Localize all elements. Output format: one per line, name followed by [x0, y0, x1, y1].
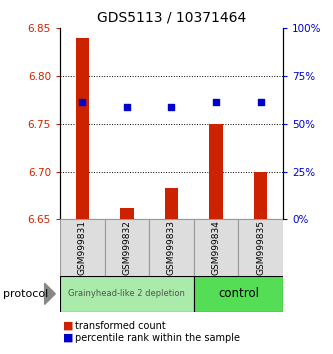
Point: [169, 104, 174, 109]
FancyBboxPatch shape: [238, 219, 283, 276]
FancyBboxPatch shape: [60, 219, 105, 276]
FancyBboxPatch shape: [60, 276, 194, 312]
Text: percentile rank within the sample: percentile rank within the sample: [75, 333, 240, 343]
Text: GSM999835: GSM999835: [256, 220, 265, 275]
Bar: [76, 38, 89, 219]
Bar: [209, 124, 223, 219]
Text: GSM999832: GSM999832: [122, 220, 132, 275]
Bar: [120, 208, 134, 219]
Point: [124, 104, 130, 109]
FancyBboxPatch shape: [149, 219, 194, 276]
Point: [80, 99, 85, 105]
Title: GDS5113 / 10371464: GDS5113 / 10371464: [97, 10, 246, 24]
Text: GSM999833: GSM999833: [167, 220, 176, 275]
FancyBboxPatch shape: [194, 219, 238, 276]
Point: [213, 99, 219, 105]
Bar: [165, 188, 178, 219]
Text: protocol: protocol: [3, 289, 49, 299]
Text: ■: ■: [63, 333, 74, 343]
Text: Grainyhead-like 2 depletion: Grainyhead-like 2 depletion: [69, 289, 185, 298]
Text: control: control: [218, 287, 259, 300]
Point: [258, 99, 263, 105]
Text: transformed count: transformed count: [75, 321, 166, 331]
Polygon shape: [45, 283, 55, 304]
Bar: [254, 172, 267, 219]
Text: ■: ■: [63, 321, 74, 331]
FancyBboxPatch shape: [194, 276, 283, 312]
Text: GSM999834: GSM999834: [211, 220, 221, 275]
Text: GSM999831: GSM999831: [78, 220, 87, 275]
FancyBboxPatch shape: [105, 219, 149, 276]
